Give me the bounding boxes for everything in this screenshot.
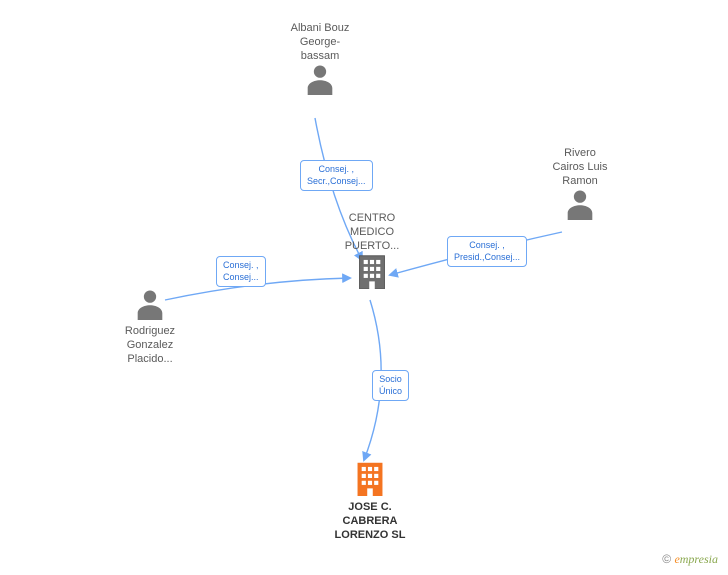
node-rivero[interactable]: Rivero Cairos Luis Ramon xyxy=(540,147,620,225)
footer-brand: © empresia xyxy=(662,552,718,567)
building-icon xyxy=(353,483,387,500)
node-label-jose: JOSE C. CABRERA LORENZO SL xyxy=(320,501,420,542)
edge-label-rivero-centro: Consej. , Presid.,Consej... xyxy=(447,236,527,267)
copyright-symbol: © xyxy=(662,552,671,566)
person-icon xyxy=(565,188,595,225)
node-centro[interactable]: CENTRO MEDICO PUERTO... xyxy=(332,212,412,294)
node-jose[interactable]: JOSE C. CABRERA LORENZO SL xyxy=(320,460,420,542)
person-icon xyxy=(135,288,165,325)
edge-label-centro-jose: Socio Único xyxy=(372,370,409,401)
node-label-albani: Albani Bouz George- bassam xyxy=(280,22,360,63)
node-label-rodriguez: Rodriguez Gonzalez Placido... xyxy=(110,325,190,366)
node-rodriguez[interactable]: Rodriguez Gonzalez Placido... xyxy=(110,288,190,366)
edge-label-albani-centro: Consej. , Secr.,Consej... xyxy=(300,160,373,191)
person-icon xyxy=(305,63,335,100)
brand-rest: mpresia xyxy=(680,552,718,566)
node-label-rivero: Rivero Cairos Luis Ramon xyxy=(540,147,620,188)
node-label-centro: CENTRO MEDICO PUERTO... xyxy=(332,212,412,253)
edge-label-rodriguez-centro: Consej. , Consej... xyxy=(216,256,266,287)
building-icon xyxy=(355,276,389,293)
node-albani[interactable]: Albani Bouz George- bassam xyxy=(280,22,360,100)
